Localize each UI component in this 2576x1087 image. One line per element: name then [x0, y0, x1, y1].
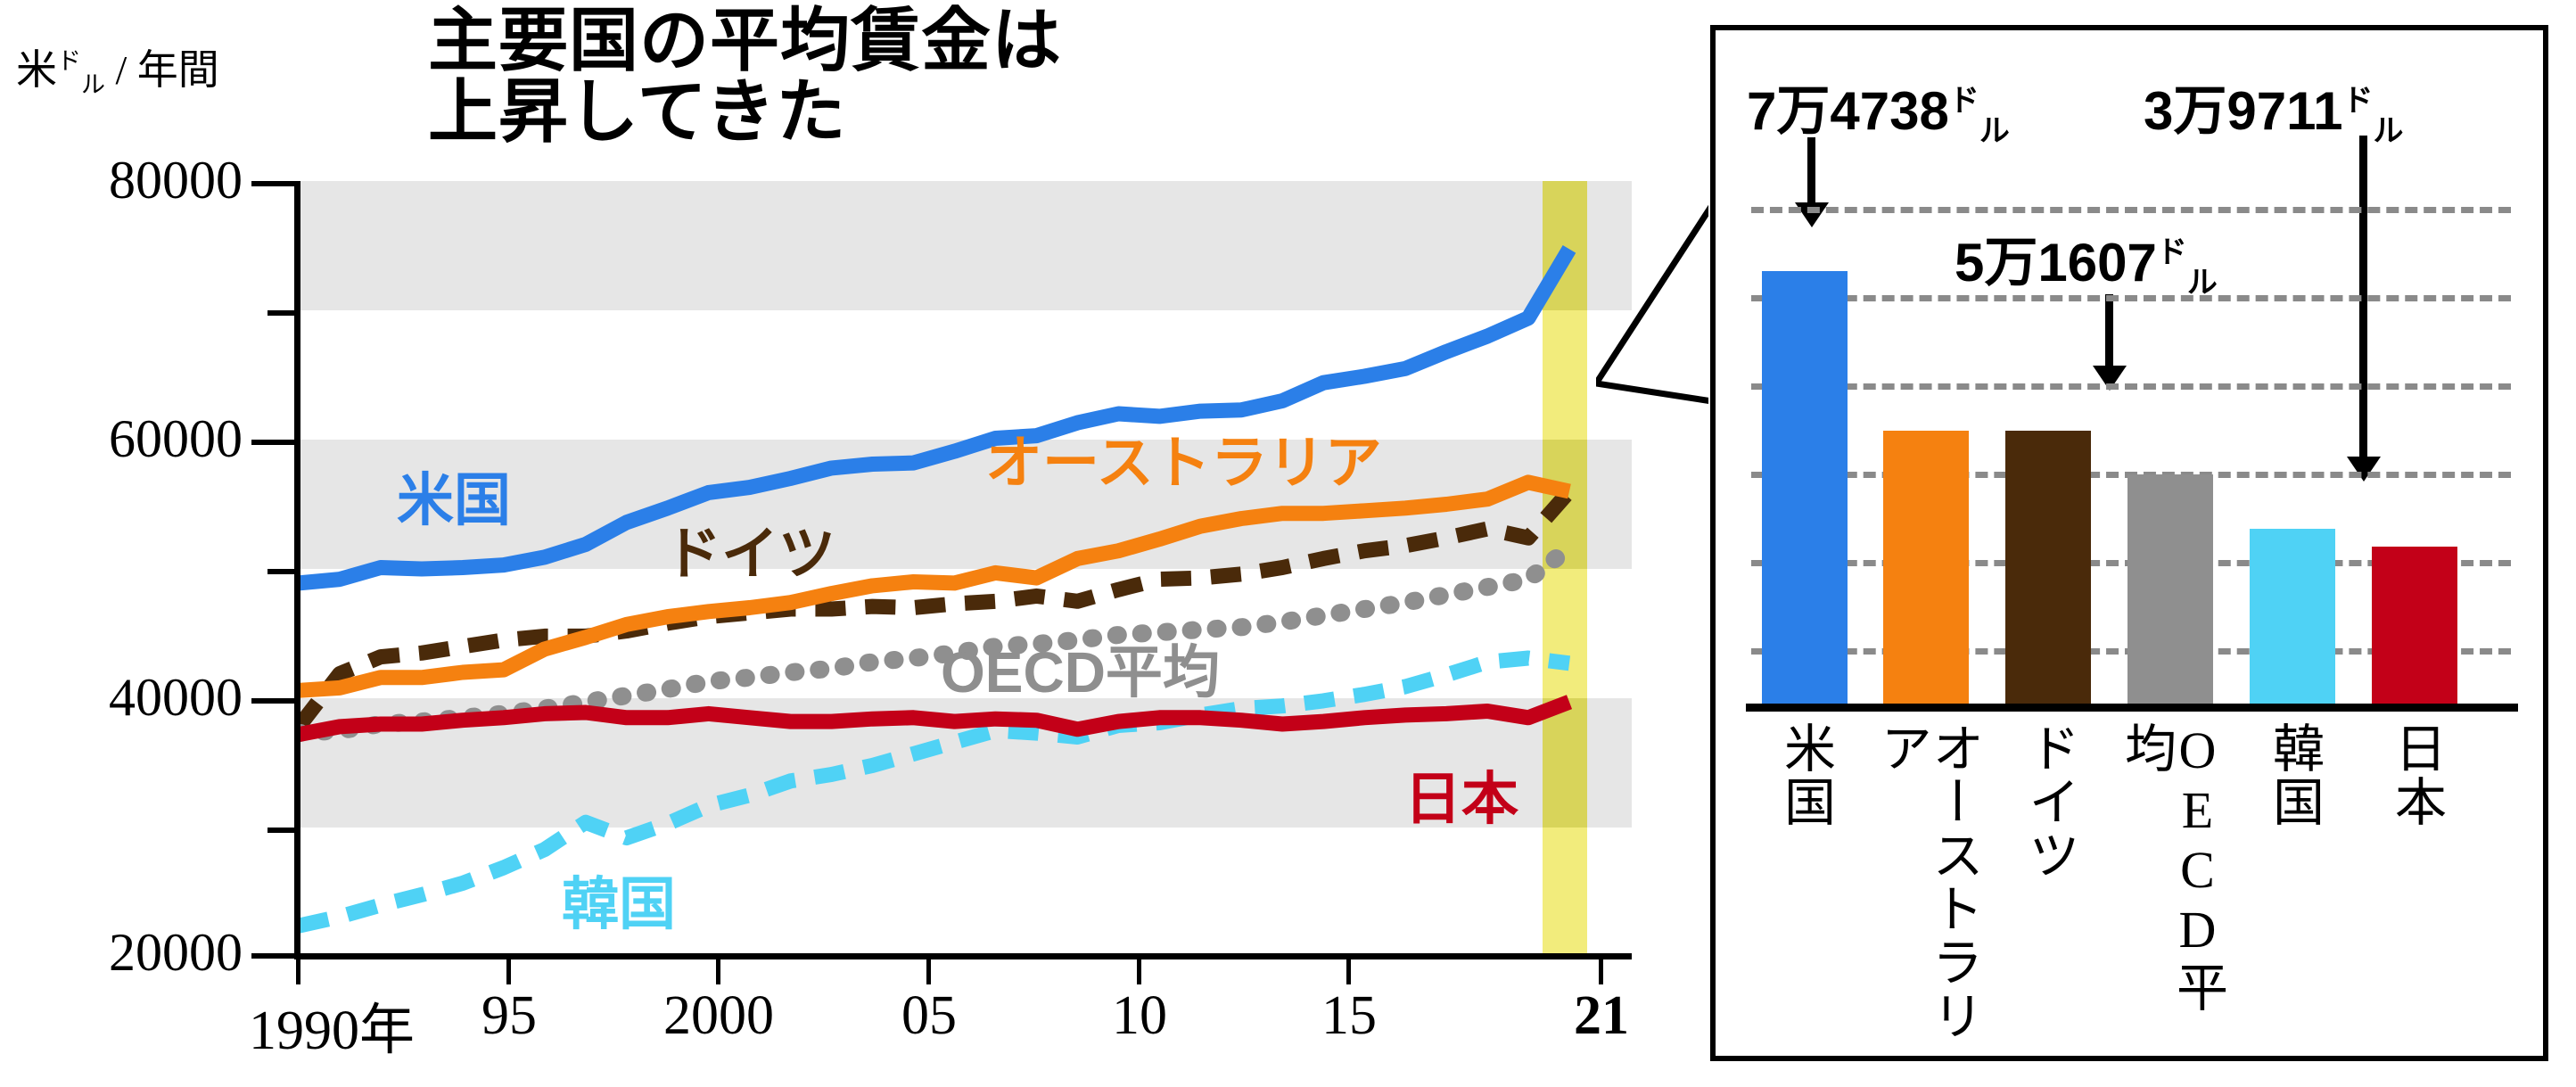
callout-value-us: 7万4738ドル — [1747, 68, 2010, 150]
line-plot-area — [294, 181, 1632, 957]
y-tick-50000 — [267, 569, 294, 574]
series-label-oecd: OECD平均 — [941, 640, 1220, 704]
bar-japan — [2372, 547, 2457, 704]
callout-oecd-unit-top: ド — [2156, 235, 2187, 269]
callout-value-japan: 3万9711ドル — [2144, 68, 2404, 150]
bar-label-us: 米国 — [1776, 721, 1834, 828]
x-label-21: 21 — [1574, 985, 1629, 1046]
x-tick-1990 — [296, 959, 300, 984]
series-line-米国 — [298, 244, 1576, 591]
bar-label-germany: ドイツ — [2020, 721, 2078, 882]
series-line-OECD平均 — [294, 539, 1578, 743]
bar-germany — [2005, 431, 2091, 704]
arrow-to-oecd-bar — [2105, 294, 2113, 367]
x-label-95: 95 — [481, 985, 537, 1046]
headline-line-2: 上昇してきた — [428, 71, 847, 151]
series-label-us: 米国 — [397, 468, 511, 532]
y-label-60000: 60000 — [109, 409, 243, 468]
x-label-10: 10 — [1112, 985, 1167, 1046]
arrow-to-us-bar — [1807, 137, 1815, 204]
bar-australia — [1883, 431, 1969, 704]
page-title: 主要国の平均賃金は 上昇してきた — [428, 1, 1213, 151]
bar-plot-area — [1751, 191, 2511, 704]
callout-oecd-number: 5万1607 — [1955, 233, 2157, 292]
unit-ruby-top: ド — [57, 47, 81, 75]
y-label-80000: 80000 — [109, 151, 243, 210]
y-tick-60000 — [251, 440, 294, 445]
y-axis-unit-label: 米ドル / 年間 — [16, 37, 219, 100]
unit-prefix: 米 — [16, 47, 57, 93]
gridline-2 — [1751, 295, 2511, 301]
series-svg — [294, 244, 1578, 934]
series-line-ドイツ — [294, 486, 1576, 732]
callout-us-number: 7万4738 — [1747, 81, 1949, 141]
bar-label-japan: 日本 — [2387, 721, 2445, 828]
series-label-germany: ドイツ — [664, 522, 835, 586]
x-axis — [294, 953, 1632, 959]
x-tick-2000 — [716, 959, 720, 984]
bar-label-australia: オーストラリア — [1872, 721, 1982, 1042]
series-label-korea: 韓国 — [562, 872, 676, 936]
series-label-japan: 日本 — [1404, 767, 1518, 831]
callout-japan-unit-top: ド — [2342, 84, 2374, 118]
x-tick-05 — [926, 959, 931, 984]
callout-japan-number: 3万9711 — [2144, 81, 2343, 141]
unit-suffix: / 年間 — [105, 47, 219, 93]
band-70-80k — [294, 181, 1632, 310]
x-label-15: 15 — [1321, 985, 1377, 1046]
x-label-1990: 1990年 — [248, 1001, 416, 1061]
gridline-1 — [1751, 207, 2511, 213]
y-tick-70000 — [267, 310, 294, 316]
callout-oecd-unit-bottom: ル — [2186, 266, 2218, 300]
unit-ruby-bottom: ル — [81, 71, 105, 99]
bar-label-oecd: OECD平均 — [2117, 721, 2226, 1014]
x-tick-95 — [506, 959, 511, 984]
callout-japan-unit-bottom: ル — [2373, 114, 2404, 148]
callout-us-unit-bottom: ル — [1979, 114, 2010, 148]
bar-oecd — [2127, 474, 2213, 704]
callout-us-unit-top: ド — [1948, 84, 1979, 118]
headline-line-1: 主要国の平均賃金は — [428, 1, 1063, 79]
x-tick-15 — [1346, 959, 1351, 984]
y-tick-40000 — [251, 698, 294, 704]
gridline-3 — [1751, 383, 2511, 390]
y-tick-20000 — [251, 953, 294, 959]
y-tick-30000 — [267, 828, 294, 833]
y-label-40000: 40000 — [109, 668, 243, 727]
y-label-20000: 20000 — [109, 923, 243, 982]
bar-us — [1762, 271, 1848, 704]
bar-chart-panel: 7万4738ドル 3万9711ドル 5万1607ドル 米 — [1710, 25, 2548, 1061]
line-chart-panel: 米ドル / 年間 主要国の平均賃金は 上昇してきた ※OECD統計から — [16, 1, 1632, 1061]
callout-value-oecd: 5万1607ドル — [1955, 219, 2218, 301]
x-label-05: 05 — [901, 985, 957, 1046]
x-tick-21 — [1599, 959, 1603, 984]
x-label-2000: 2000 — [663, 985, 774, 1046]
series-line-日本 — [297, 695, 1573, 742]
series-line-オーストラリア — [298, 474, 1571, 698]
bar-korea — [2250, 529, 2335, 704]
bar-chart-baseline — [1746, 704, 2518, 712]
highlight-column-overlay3 — [1543, 698, 1587, 828]
y-tick-80000 — [251, 181, 294, 186]
highlight-column-2021 — [1543, 181, 1587, 957]
series-label-australia: オーストラリア — [985, 431, 1382, 495]
x-tick-10 — [1137, 959, 1141, 984]
bar-label-korea: 韓国 — [2265, 721, 2323, 828]
y-axis — [294, 181, 300, 959]
series-line-韓国 — [297, 650, 1571, 934]
